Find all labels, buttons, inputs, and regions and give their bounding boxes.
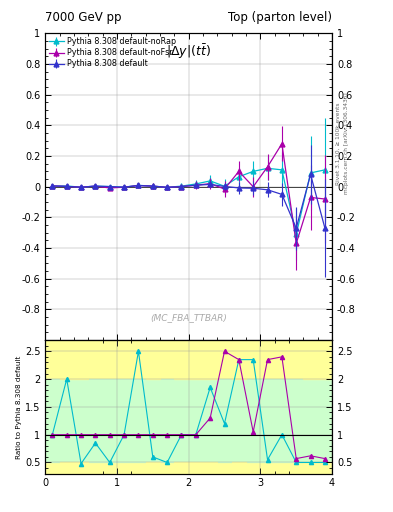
Bar	[232, 340, 246, 379]
Y-axis label: Ratio to Pythia 8.308 default: Ratio to Pythia 8.308 default	[16, 355, 22, 459]
Bar	[174, 340, 217, 379]
Text: mcplots.cern.ch [arXiv:1306.3436]: mcplots.cern.ch [arXiv:1306.3436]	[344, 93, 349, 194]
Bar	[145, 462, 160, 474]
Legend: Pythia 8.308 default-noRap, Pythia 8.308 default-noFsr, Pythia 8.308 default: Pythia 8.308 default-noRap, Pythia 8.308…	[48, 36, 178, 70]
Bar	[45, 379, 332, 462]
Bar	[45, 340, 332, 474]
Bar	[60, 462, 88, 474]
Bar	[303, 340, 332, 379]
Bar	[232, 462, 246, 474]
Text: (MC_FBA_TTBAR): (MC_FBA_TTBAR)	[150, 313, 227, 322]
Bar	[145, 340, 160, 379]
Text: 7000 GeV pp: 7000 GeV pp	[45, 11, 122, 24]
Text: Top (parton level): Top (parton level)	[228, 11, 332, 24]
Bar	[174, 462, 217, 474]
Bar	[60, 340, 88, 379]
Text: $|\Delta y|(\mathit{t\bar{t}})$: $|\Delta y|(\mathit{t\bar{t}})$	[166, 42, 211, 61]
Text: Rivet 3.1.10, ≥ 100k events: Rivet 3.1.10, ≥ 100k events	[336, 102, 341, 185]
Bar	[303, 462, 332, 474]
